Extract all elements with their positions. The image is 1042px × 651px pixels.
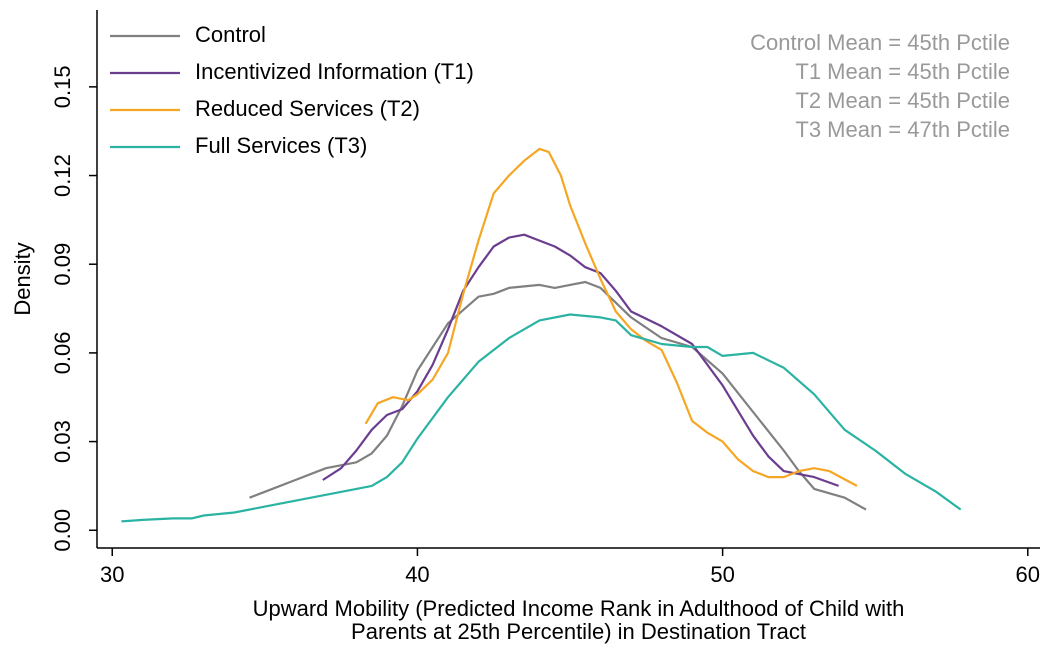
x-axis-label: Upward Mobility (Predicted Income Rank i… bbox=[253, 596, 905, 621]
legend-label: Full Services (T3) bbox=[195, 133, 367, 158]
x-tick-label: 60 bbox=[1016, 562, 1040, 587]
y-tick-label: 0.06 bbox=[50, 331, 75, 374]
annotation: T2 Mean = 45th Pctile bbox=[795, 88, 1010, 113]
y-tick-label: 0.12 bbox=[50, 154, 75, 197]
x-tick-label: 30 bbox=[100, 562, 124, 587]
y-tick-label: 0.00 bbox=[50, 509, 75, 552]
annotation: T1 Mean = 45th Pctile bbox=[795, 59, 1010, 84]
y-tick-label: 0.15 bbox=[50, 65, 75, 108]
series-line bbox=[121, 313, 962, 523]
annotation: Control Mean = 45th Pctile bbox=[750, 30, 1010, 55]
series-line bbox=[249, 280, 867, 511]
series-line bbox=[322, 233, 839, 487]
legend-label: Control bbox=[195, 22, 266, 47]
y-tick-label: 0.03 bbox=[50, 420, 75, 463]
series-line bbox=[364, 147, 858, 487]
legend-label: Incentivized Information (T1) bbox=[195, 59, 474, 84]
y-axis-label: Density bbox=[10, 242, 35, 315]
x-tick-label: 50 bbox=[710, 562, 734, 587]
x-tick-label: 40 bbox=[405, 562, 429, 587]
x-axis-label: Parents at 25th Percentile) in Destinati… bbox=[351, 619, 806, 644]
y-tick-label: 0.09 bbox=[50, 243, 75, 286]
annotation: T3 Mean = 47th Pctile bbox=[795, 117, 1010, 142]
legend-label: Reduced Services (T2) bbox=[195, 96, 420, 121]
